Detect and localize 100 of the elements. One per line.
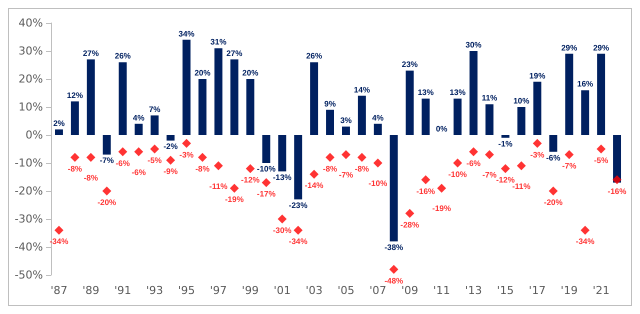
y-tick-label: 40%	[18, 16, 43, 30]
data-label: -6%	[466, 158, 481, 168]
point	[134, 147, 144, 156]
data-label: -7%	[100, 156, 114, 166]
bar	[86, 59, 95, 135]
point	[70, 152, 80, 162]
y-tick-label: 30%	[18, 44, 43, 58]
point	[214, 161, 223, 170]
y-tick-label: -30%	[14, 212, 43, 226]
bar	[310, 62, 318, 135]
bar	[358, 96, 366, 135]
bar	[374, 124, 382, 135]
point	[532, 138, 542, 148]
bar	[118, 62, 127, 135]
data-label: -3%	[179, 150, 194, 160]
data-label: -6%	[546, 153, 560, 162]
point	[118, 147, 128, 156]
point	[596, 144, 606, 154]
data-label: -34%	[576, 237, 594, 246]
data-label: 27%	[226, 48, 242, 58]
bar	[581, 90, 590, 135]
data-label: 26%	[114, 52, 131, 61]
bar	[294, 135, 302, 200]
point	[389, 264, 398, 274]
bar	[70, 101, 79, 135]
x-tick-label: '07	[369, 284, 386, 297]
data-label: -16%	[608, 186, 626, 196]
data-label: -10%	[256, 164, 276, 174]
data-label: -48%	[384, 276, 404, 286]
data-label: 20%	[242, 68, 258, 78]
x-tick-label: '99	[242, 284, 259, 297]
data-label: -6%	[116, 158, 130, 168]
point	[421, 175, 430, 184]
data-label: -3%	[530, 150, 544, 160]
data-label: 3%	[340, 116, 352, 126]
point	[516, 161, 526, 170]
bar	[597, 54, 606, 135]
x-tick-label: '09	[401, 284, 418, 297]
data-label: -8%	[84, 173, 98, 182]
data-label: -8%	[354, 164, 370, 174]
x-tick-label: '03	[306, 284, 323, 297]
point	[278, 214, 287, 224]
x-tick-label: '01	[274, 284, 291, 297]
bar	[326, 110, 334, 135]
y-tick-label: -20%	[14, 184, 43, 198]
bar	[166, 135, 175, 141]
bar	[134, 124, 143, 135]
data-label: -20%	[97, 198, 116, 207]
point	[166, 156, 176, 165]
data-label: -30%	[272, 226, 292, 235]
data-label: 29%	[561, 43, 578, 52]
x-tick-label: '15	[496, 284, 514, 297]
bar	[454, 98, 462, 135]
data-label: -13%	[272, 172, 292, 182]
bar	[278, 135, 286, 172]
x-tick-label: '11	[433, 284, 450, 297]
data-label: 4%	[132, 113, 144, 122]
y-tick-label: 0%	[26, 128, 43, 142]
data-label: 13%	[450, 88, 466, 98]
data-label: -38%	[384, 242, 404, 252]
data-label: -7%	[338, 170, 354, 180]
data-label: -34%	[288, 237, 308, 246]
bar	[406, 70, 414, 135]
data-label: -19%	[225, 195, 244, 204]
x-tick-label: '95	[178, 284, 196, 297]
data-label: -7%	[482, 170, 497, 180]
data-label: 10%	[513, 96, 530, 106]
data-label: 31%	[210, 38, 226, 47]
data-label: -8%	[68, 164, 82, 174]
data-label: 20%	[194, 68, 210, 78]
point	[484, 150, 494, 160]
y-tick-label: -10%	[14, 156, 43, 170]
data-label: -16%	[416, 186, 436, 196]
x-tick-label: '17	[528, 284, 546, 297]
data-label: -8%	[322, 164, 338, 174]
point	[341, 150, 350, 160]
bar	[198, 79, 206, 135]
data-label: -1%	[498, 139, 513, 148]
point	[326, 152, 335, 162]
bar	[485, 104, 494, 135]
data-label: -11%	[512, 182, 530, 191]
bar	[549, 135, 558, 152]
point	[246, 164, 255, 174]
bar	[262, 135, 270, 163]
data-label: -5%	[148, 156, 162, 165]
data-label: -5%	[594, 156, 608, 165]
data-label: -28%	[400, 220, 420, 230]
x-tick-label: '93	[146, 284, 164, 297]
point	[469, 147, 478, 156]
point	[54, 226, 64, 235]
data-label: 30%	[466, 40, 482, 50]
x-tick-label: '21	[592, 284, 610, 297]
bar	[422, 98, 430, 135]
point	[294, 226, 303, 235]
data-label: 26%	[306, 52, 322, 61]
bar	[230, 59, 238, 135]
data-label: 34%	[178, 29, 195, 38]
point	[150, 144, 160, 154]
point	[230, 184, 239, 193]
data-label: -14%	[304, 181, 324, 190]
